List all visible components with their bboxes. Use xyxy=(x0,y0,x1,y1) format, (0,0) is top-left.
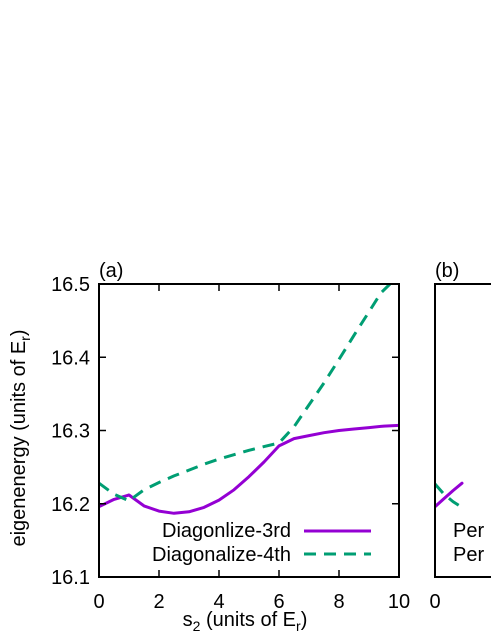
panel-a-xtick-label-8: 8 xyxy=(333,591,344,613)
panel-a-xtick-label-0: 0 xyxy=(93,591,104,613)
panel-a: (a) 0 2 4 6 8 10 16.1 16.2 16.3 16.4 16.5 Diagonli… xyxy=(8,260,410,634)
panel-b-series-1-line xyxy=(435,481,464,509)
panel-a-ytick-label-16-2: 16.2 xyxy=(51,494,90,516)
panel-a-label: (a) xyxy=(99,260,123,282)
panel-b-series-group xyxy=(435,481,464,509)
x-axis-label: s2 (units of Er) xyxy=(183,609,308,634)
panel-a-xtick-label-2: 2 xyxy=(153,591,164,613)
panel-a-series-diagonlize-3rd-line xyxy=(99,423,399,515)
panel-a-series-group xyxy=(99,284,399,515)
panel-b: (b) 0 Per Per xyxy=(429,260,491,613)
panel-b-xtick-label-0: 0 xyxy=(429,591,440,613)
panel-a-xtick-label-10: 10 xyxy=(388,591,410,613)
panel-a-ticks: 0 2 4 6 8 10 16.1 16.2 16.3 16.4 16.5 xyxy=(51,274,410,613)
panel-b-series-2-line xyxy=(435,483,463,509)
panel-a-ytick-label-16-4: 16.4 xyxy=(51,347,90,369)
panel-b-ticks: 0 xyxy=(429,284,441,613)
y-axis-label: eigenenergy (units of Er) xyxy=(8,329,33,546)
panel-b-legend-entry-2: Per xyxy=(453,544,484,566)
panel-a-ytick-label-16-3: 16.3 xyxy=(51,421,90,443)
panel-a-xtick-label-4: 4 xyxy=(213,591,224,613)
panel-b-plot-frame xyxy=(434,283,491,578)
panel-b-label: (b) xyxy=(435,260,459,282)
panel-b-legend: Per Per xyxy=(453,520,484,566)
panel-b-legend-entry-1: Per xyxy=(453,520,484,542)
panel-a-legend: Diagonlize-3rd Diagonalize-4th xyxy=(152,520,371,566)
legend-entry-diagonalize-4th: Diagonalize-4th xyxy=(152,544,291,566)
panel-a-series-diagonalize-4th-line xyxy=(99,284,392,503)
panel-a-xtick-label-6: 6 xyxy=(273,591,284,613)
panel-a-ytick-label-16-1: 16.1 xyxy=(51,567,90,589)
legend-entry-diagonlize-3rd: Diagonlize-3rd xyxy=(162,520,291,542)
panel-a-ytick-label-16-5: 16.5 xyxy=(51,274,90,296)
